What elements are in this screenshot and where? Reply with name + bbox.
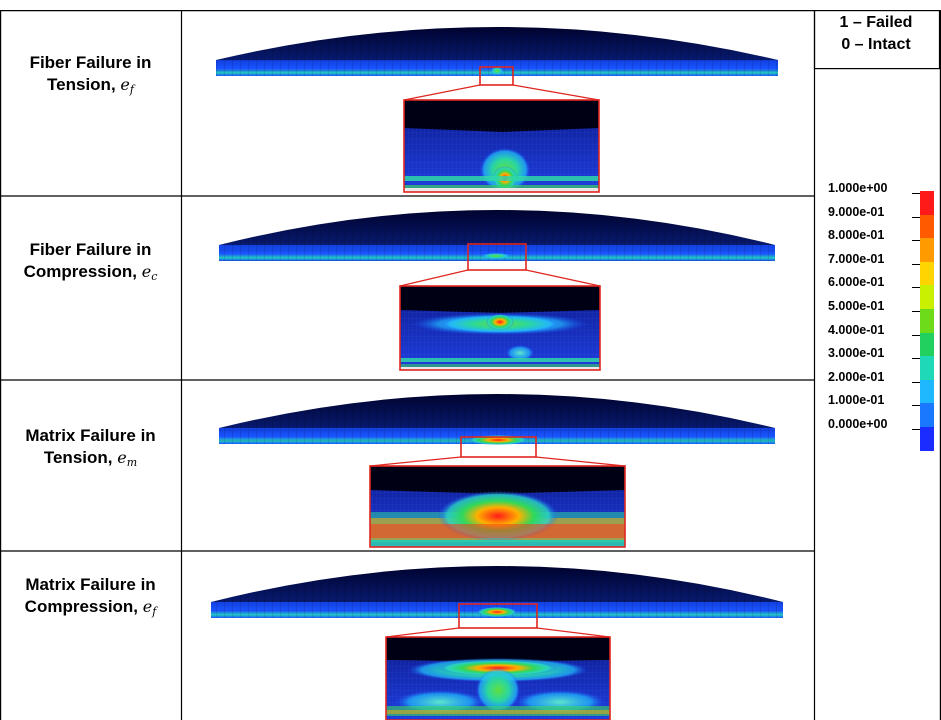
legend-swatch (920, 261, 934, 286)
legend-swatch (920, 379, 934, 404)
legend-swatch (920, 403, 934, 428)
legend-label: 7.000e-01 (828, 251, 885, 266)
legend-tick (912, 358, 920, 360)
damage-zone-box (479, 66, 514, 86)
subscript: m (126, 456, 138, 469)
legend-swatch (920, 238, 934, 263)
color-legend: 1.000e+00 9.000e-01 8.000e-01 7.000e-01 6.00… (828, 181, 938, 452)
legend-label: 9.000e-01 (828, 204, 885, 219)
row-label-fiber-compression: Fiber Failure in Compression, ec (0, 239, 181, 288)
legend-swatch (920, 309, 934, 334)
legend-label: 8.000e-01 (828, 228, 885, 243)
legend-label: 2.000e-01 (828, 369, 885, 384)
zoom-inset-matrix-compression (385, 636, 611, 720)
row-title-line1: Fiber Failure in (29, 240, 152, 259)
legend-tick (912, 263, 920, 265)
legend-label: 1.000e-01 (828, 393, 885, 408)
subscript: f (152, 605, 157, 618)
zoom-inset-fiber-tension (403, 99, 600, 193)
row-title-line2: Tension, (43, 448, 113, 467)
legend-tick (912, 429, 920, 430)
table-grid (0, 10, 941, 720)
legend-label: 6.000e-01 (828, 275, 885, 290)
damage-zone-box (458, 603, 538, 629)
row-label-fiber-tension: Fiber Failure in Tension, ef (0, 52, 181, 101)
row-title-line2: Compression, (24, 597, 139, 616)
legend-tick (912, 216, 920, 218)
failure-status-key: 1 – Failed 0 – Intact (815, 12, 937, 56)
status-failed: 1 – Failed (839, 14, 913, 31)
legend-label: 4.000e-01 (828, 322, 885, 337)
symbol: e (142, 597, 153, 616)
legend-tick (912, 405, 920, 407)
row-title-line2: Tension, (47, 75, 116, 94)
damage-zone-box (467, 243, 527, 271)
shell-model-matrix-compression (211, 566, 783, 638)
legend-label: 1.000e+00 (828, 181, 888, 195)
row-title-line1: Matrix Failure in (25, 575, 156, 594)
legend-swatch (920, 332, 934, 357)
legend-tick (912, 334, 920, 336)
legend-tick (912, 381, 920, 383)
legend-label: 5.000e-01 (828, 299, 885, 313)
legend-label: 0.000e+00 (828, 417, 888, 431)
zoom-inset-fiber-compression (399, 285, 601, 371)
shell-model-fiber-tension (216, 27, 778, 101)
row-label-matrix-tension: Matrix Failure in Tension, em (0, 425, 181, 474)
legend-tick (912, 193, 920, 194)
row-label-matrix-compression: Matrix Failure in Compression, ef (0, 574, 181, 623)
damage-zone-box (460, 436, 537, 458)
row-title-line1: Fiber Failure in (29, 53, 152, 72)
legend-label: 3.000e-01 (828, 346, 885, 361)
legend-swatch (920, 285, 934, 310)
legend-tick (912, 287, 920, 289)
legend-swatch (920, 356, 934, 381)
legend-swatch (920, 427, 934, 452)
shell-model-fiber-compression (219, 210, 775, 287)
legend-swatch (920, 191, 934, 216)
subscript: f (129, 83, 134, 96)
zoom-inset-matrix-tension (369, 465, 626, 548)
subscript: c (151, 270, 158, 283)
symbol: e (117, 448, 127, 467)
row-title-line2: Compression, (23, 262, 137, 281)
row-title-line1: Matrix Failure in (25, 426, 156, 445)
status-intact: 0 – Intact (841, 36, 911, 53)
legend-tick (912, 311, 920, 312)
symbol: e (141, 262, 152, 281)
legend-tick (912, 240, 920, 242)
symbol: e (120, 75, 130, 94)
shell-model-matrix-tension (219, 394, 775, 467)
legend-swatch (920, 214, 934, 239)
